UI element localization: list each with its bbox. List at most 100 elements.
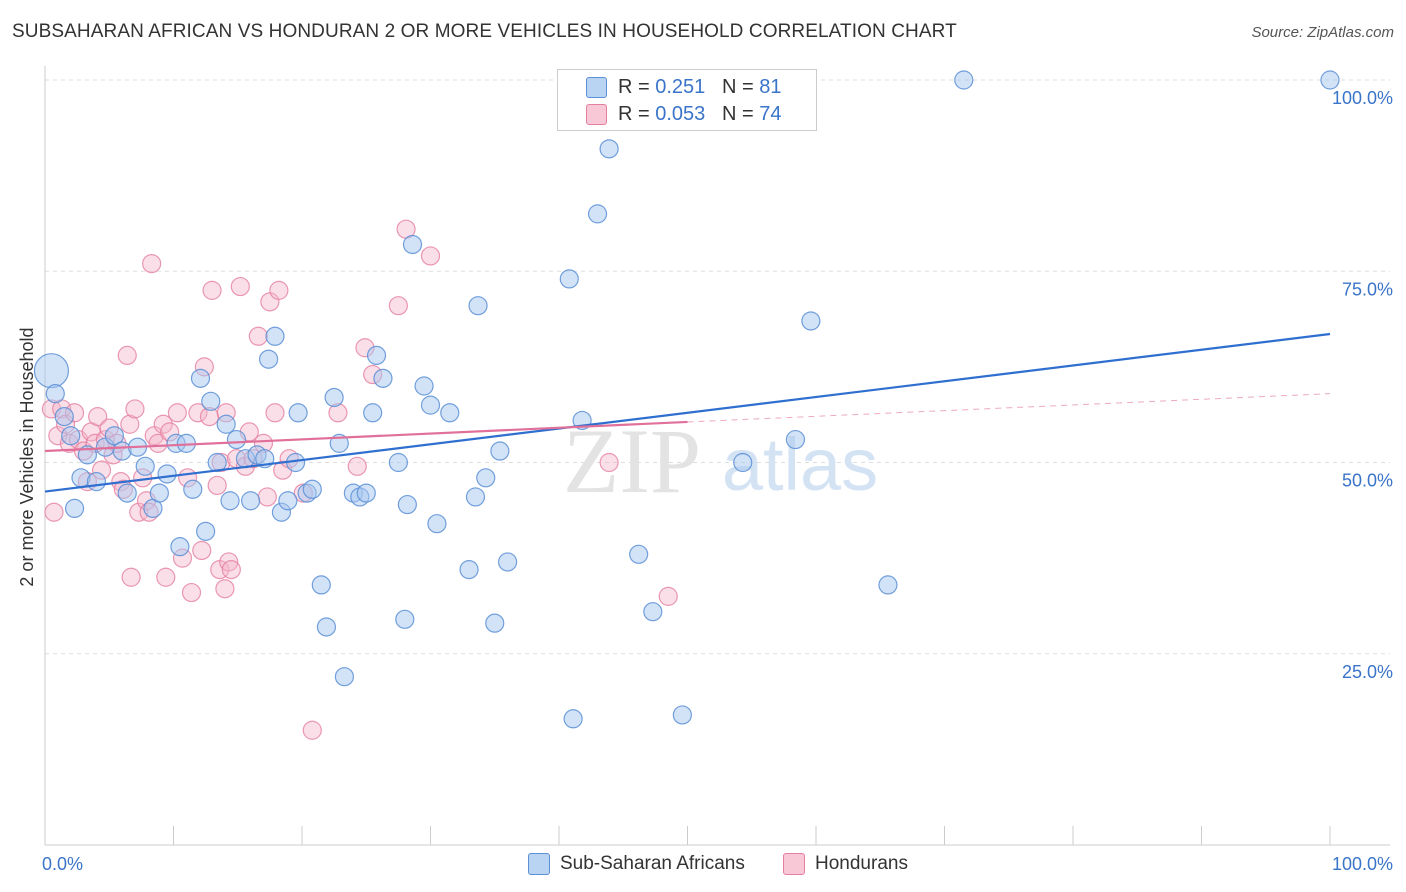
legend-swatch-pink — [586, 104, 607, 125]
y-tick-label: 100.0% — [1332, 88, 1393, 108]
sub-saharan-point — [45, 384, 65, 404]
honduran-point — [599, 452, 619, 473]
sub-saharan-point — [288, 403, 308, 423]
legend-n-value: 81 — [759, 75, 782, 98]
sub-saharan-point — [201, 391, 221, 411]
sub-saharan-point — [61, 426, 81, 446]
sub-saharan-point — [498, 552, 518, 572]
sub-saharan-trend-line — [44, 332, 1331, 493]
honduran-point — [302, 720, 322, 740]
sub-saharan-point — [258, 349, 279, 369]
chart-title: SUBSAHARAN AFRICAN VS HONDURAN 2 OR MORE… — [12, 21, 957, 42]
y-tick-label: 50.0% — [1342, 471, 1393, 491]
sub-saharan-point — [356, 483, 376, 503]
sub-saharan-point — [241, 491, 261, 511]
sub-saharan-point — [104, 426, 124, 446]
sub-saharan-africans-points — [33, 70, 1340, 729]
sub-saharan-point — [563, 709, 583, 729]
honduran-point — [192, 540, 212, 561]
honduran-point — [248, 326, 268, 346]
y-tick-label: 25.0% — [1342, 662, 1393, 682]
sub-saharan-point — [220, 491, 240, 511]
sub-saharan-point — [440, 403, 460, 423]
sub-saharan-point — [33, 353, 70, 389]
sub-saharan-point — [311, 575, 331, 595]
honduran-point — [219, 552, 239, 572]
legend-n-label: N = — [721, 102, 754, 125]
bottom-legend-label: Hondurans — [815, 853, 908, 874]
sub-saharan-point — [373, 368, 393, 388]
sub-saharan-point — [599, 139, 619, 159]
honduran-point — [121, 567, 141, 587]
sub-saharan-point — [643, 602, 663, 622]
sub-saharan-point — [302, 479, 322, 499]
honduran-point — [188, 403, 208, 423]
trend-lines — [44, 332, 1331, 493]
sub-saharan-point — [427, 514, 447, 534]
y-axis-label: 2 or more Vehicles in Household — [17, 327, 37, 586]
x-tick-label: 100.0% — [1332, 854, 1393, 874]
honduran-point — [120, 414, 140, 434]
legend-n-label: N = — [721, 75, 754, 98]
sub-saharan-point — [316, 617, 337, 637]
honduran-point — [269, 280, 289, 300]
bottom-legend-swatch-blue — [528, 853, 550, 875]
honduran-point — [257, 487, 277, 507]
sub-saharan-point — [135, 456, 155, 476]
correlation-legend: R = 0.251 N = 81 R = 0.053 N = 74 — [557, 69, 817, 131]
sub-saharan-point — [366, 345, 387, 365]
sub-saharan-point — [490, 441, 510, 461]
sub-saharan-point — [54, 407, 74, 427]
honduran-point — [125, 399, 145, 419]
sub-saharan-point — [465, 487, 486, 507]
legend-n-value: 74 — [759, 102, 782, 125]
sub-saharan-point — [149, 483, 169, 503]
legend-r-label: R = — [618, 75, 650, 98]
honduran-point — [167, 403, 187, 423]
sub-saharan-point — [954, 70, 974, 90]
honduran-point — [207, 475, 227, 496]
sub-saharan-point — [629, 544, 649, 564]
sub-saharan-point — [1320, 70, 1340, 90]
sub-saharan-point — [801, 311, 821, 331]
y-tick-label: 75.0% — [1342, 279, 1393, 299]
sub-saharan-point — [86, 472, 107, 492]
sub-saharan-point — [468, 296, 488, 316]
honduran-point — [388, 296, 408, 316]
legend-r-value: 0.053 — [655, 102, 706, 125]
sub-saharan-point — [363, 403, 383, 423]
sub-saharan-point — [414, 376, 434, 396]
sub-saharan-point — [117, 483, 137, 503]
sub-saharan-point — [420, 395, 441, 415]
sub-saharan-point — [226, 429, 247, 450]
honduran-trend-extension — [687, 393, 1331, 423]
sub-saharan-point — [196, 521, 216, 541]
sub-saharan-point — [190, 368, 211, 388]
sub-saharan-point — [485, 613, 505, 633]
sub-saharan-point — [397, 494, 417, 515]
honduran-point — [181, 582, 202, 603]
grid-lines — [45, 79, 1390, 655]
honduran-point — [221, 559, 241, 580]
sub-saharan-point — [559, 269, 579, 289]
sub-saharan-point — [183, 479, 203, 499]
sub-saharan-point — [395, 609, 415, 629]
sub-saharan-point — [216, 414, 236, 434]
honduran-point — [420, 246, 441, 266]
honduran-point — [347, 456, 367, 476]
honduran-point — [265, 403, 285, 423]
honduran-point — [142, 254, 162, 274]
x-tick-label: 0.0% — [42, 854, 83, 874]
sub-saharan-point — [402, 234, 423, 255]
sub-saharan-point — [476, 468, 496, 488]
honduran-point — [88, 407, 108, 427]
bottom-legend-swatch-pink — [783, 853, 805, 875]
axes — [44, 66, 1390, 846]
honduran-point — [658, 586, 678, 606]
sub-saharan-point — [334, 667, 355, 687]
sub-saharan-point — [672, 705, 692, 725]
bottom-legend-label: Sub-Saharan Africans — [560, 853, 745, 874]
honduran-point — [44, 502, 64, 522]
honduran-point — [215, 579, 235, 599]
